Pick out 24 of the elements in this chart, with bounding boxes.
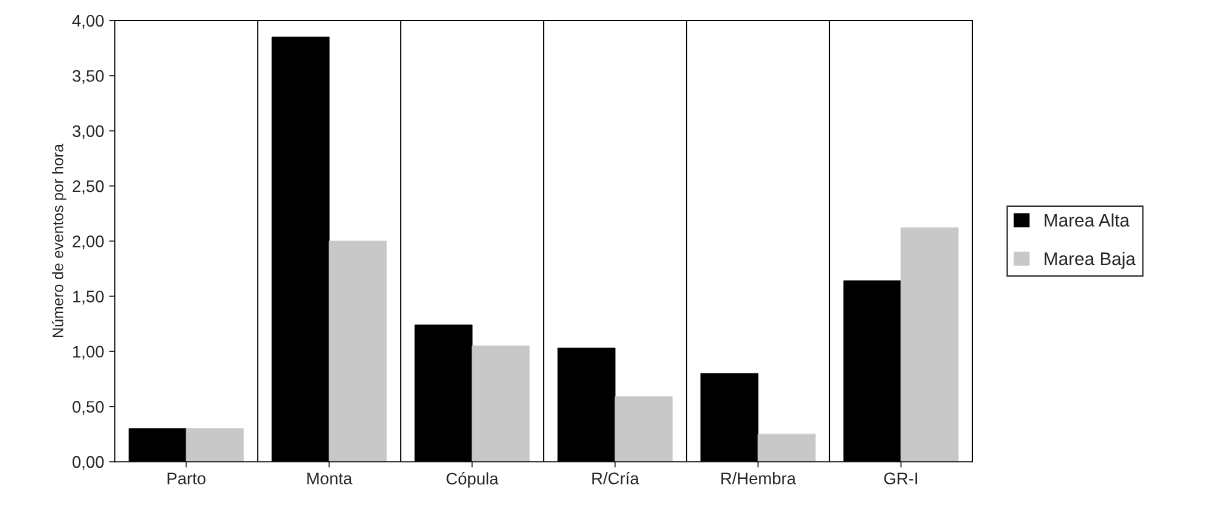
bar [614,396,673,462]
x-tick-label: Monta [307,472,353,485]
y-tick-label: 1,50 [73,290,104,305]
y-axis-title: Número de eventos por hora [51,143,67,338]
y-tick-label: 3,50 [72,70,104,84]
legend-label: Marea Baja [1044,251,1136,269]
bar [471,345,530,462]
y-tick-label: 0,50 [72,400,104,415]
y-tick-label: 4,00 [72,14,104,29]
x-tick-label: GR-I [884,472,918,485]
y-tick-label: 2,00 [72,235,104,250]
y-tick-label: 0,00 [72,456,104,470]
y-tick-label: 2,50 [72,180,104,195]
bar [185,428,244,462]
legend-label: Marea Alta [1044,213,1130,227]
bar [328,240,387,462]
x-tick-label: R/Cría [592,471,640,485]
bar [757,433,816,462]
x-tick-label: Cópula [446,472,499,488]
x-tick-label: R/Hembra [721,472,796,485]
bar [900,227,959,462]
y-tick-label: 1,00 [73,345,104,360]
x-tick-label: Parto [167,472,206,485]
y-tick-label: 3,00 [72,125,104,139]
